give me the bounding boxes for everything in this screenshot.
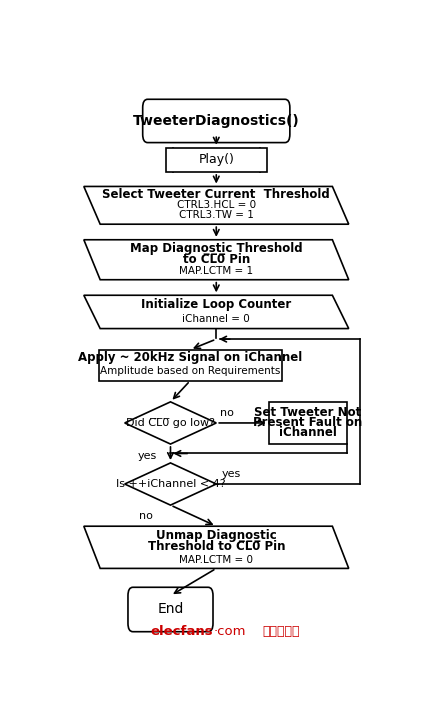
Text: TweeterDiagnostics(): TweeterDiagnostics() — [133, 114, 300, 128]
Polygon shape — [84, 187, 349, 224]
Text: MAP.LCTM = 1: MAP.LCTM = 1 — [179, 266, 253, 276]
Text: Play(): Play() — [198, 154, 234, 167]
Text: yes: yes — [221, 469, 241, 479]
Text: Threshold to C̅L̅0̅ Pin: Threshold to C̅L̅0̅ Pin — [148, 540, 285, 553]
Polygon shape — [84, 526, 349, 568]
Text: MAP.LCTM = 0: MAP.LCTM = 0 — [179, 554, 253, 565]
Text: ·com: ·com — [214, 625, 246, 638]
Bar — [269, 402, 347, 444]
Text: End: End — [157, 603, 184, 616]
Bar — [98, 350, 282, 381]
Polygon shape — [125, 402, 216, 444]
FancyBboxPatch shape — [143, 99, 290, 143]
Polygon shape — [84, 296, 349, 329]
Text: Map Diagnostic Threshold: Map Diagnostic Threshold — [130, 242, 303, 255]
Polygon shape — [125, 463, 216, 505]
Text: no: no — [220, 408, 234, 418]
Text: Set Tweeter Not: Set Tweeter Not — [254, 407, 362, 420]
Text: CTRL3.TW = 1: CTRL3.TW = 1 — [179, 210, 254, 220]
Text: Apply ~ 20kHz Signal on iChannel: Apply ~ 20kHz Signal on iChannel — [78, 352, 302, 365]
Text: Select Tweeter Current  Threshold: Select Tweeter Current Threshold — [103, 187, 330, 200]
FancyBboxPatch shape — [128, 588, 213, 632]
Bar — [165, 148, 267, 172]
Text: Amplitude based on Requirements: Amplitude based on Requirements — [100, 366, 280, 376]
Polygon shape — [84, 240, 349, 280]
Text: no: no — [139, 510, 153, 521]
Text: Did C̅L̅0̅ go low?: Did C̅L̅0̅ go low? — [126, 418, 215, 428]
Text: iChannel: iChannel — [279, 426, 337, 439]
Text: 电子发烧友: 电子发烧友 — [262, 625, 300, 638]
Text: Unmap Diagnostic: Unmap Diagnostic — [156, 528, 277, 541]
Text: iChannel = 0: iChannel = 0 — [182, 314, 250, 324]
Text: Initialize Loop Counter: Initialize Loop Counter — [141, 298, 292, 311]
Text: Present Fault on: Present Fault on — [253, 417, 362, 430]
Text: CTRL3.HCL = 0: CTRL3.HCL = 0 — [177, 200, 256, 210]
Text: elecfans: elecfans — [150, 625, 213, 638]
Text: Is ++iChannel < 4?: Is ++iChannel < 4? — [116, 479, 225, 489]
Text: yes: yes — [138, 451, 157, 461]
Text: to C̅L̅0̅ Pin: to C̅L̅0̅ Pin — [183, 252, 250, 265]
